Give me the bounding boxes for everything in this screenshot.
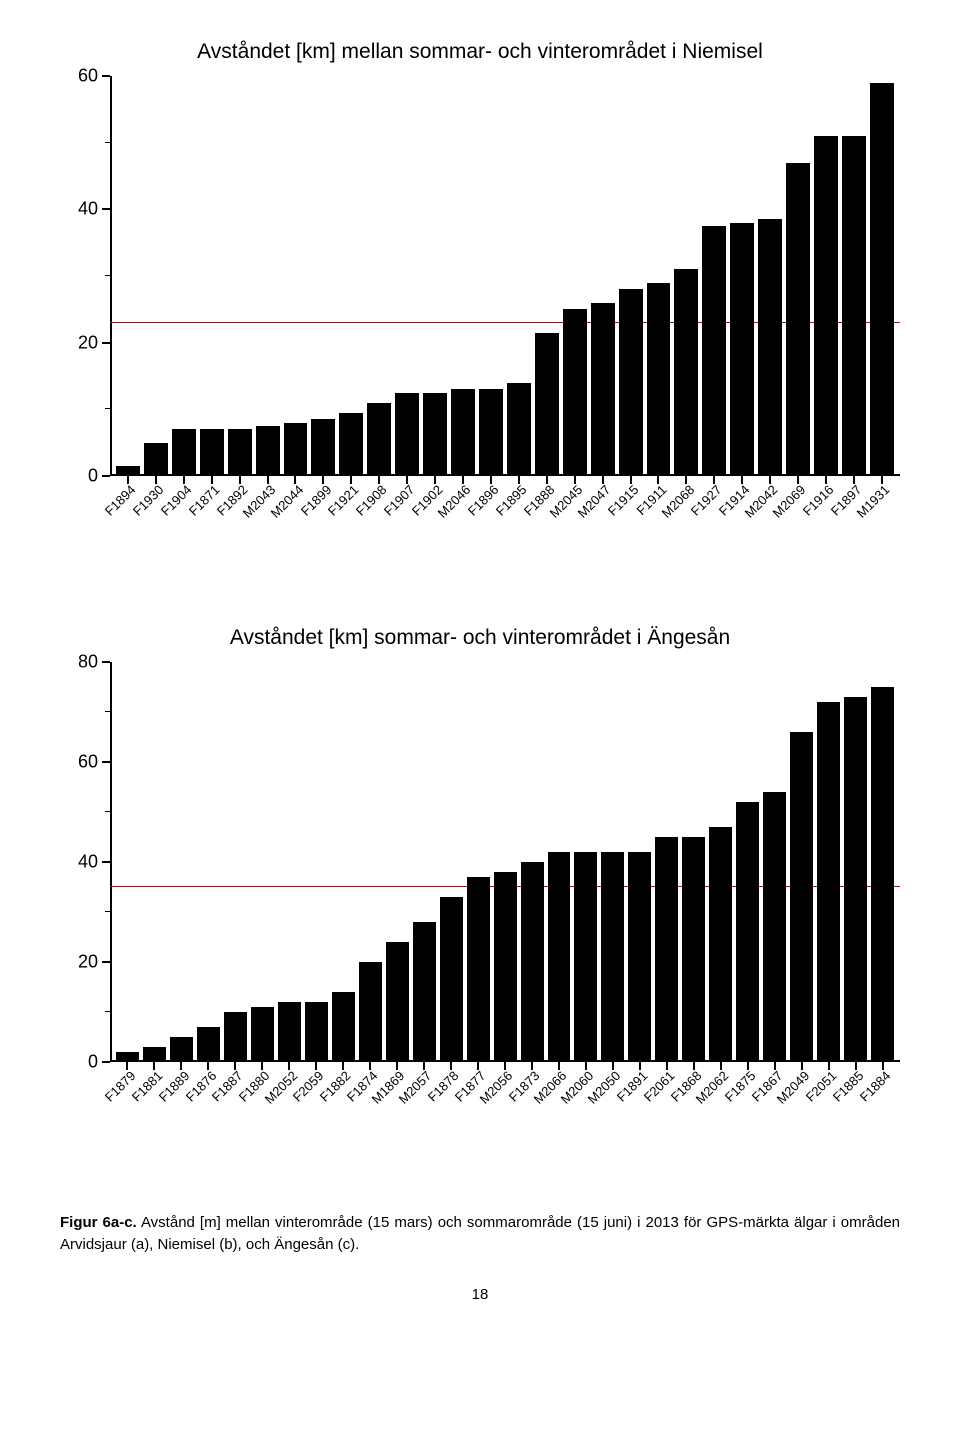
bar	[574, 852, 597, 1062]
bar	[619, 289, 643, 476]
bars-container	[110, 76, 900, 476]
bar	[228, 429, 252, 476]
bar	[628, 852, 651, 1062]
bar	[507, 383, 531, 476]
y-tick-label: 60	[78, 752, 110, 773]
bar	[844, 697, 867, 1062]
bar	[170, 1037, 193, 1062]
bar	[116, 1052, 139, 1062]
bar	[440, 897, 463, 1062]
y-tick-label: 0	[88, 1052, 110, 1073]
y-tick-label: 60	[78, 66, 110, 87]
bar	[871, 687, 894, 1062]
bar	[790, 732, 813, 1062]
bar	[359, 962, 382, 1062]
bar	[736, 802, 759, 1062]
y-tick-label: 20	[78, 952, 110, 973]
bar	[601, 852, 624, 1062]
x-labels: F1894F1930F1904F1871F1892M2043M2044F1899…	[110, 476, 900, 546]
bar	[655, 837, 678, 1062]
bar	[479, 389, 503, 476]
x-tick-label: F1879	[101, 1068, 138, 1105]
bar	[256, 426, 280, 476]
x-tick-label: F1894	[102, 482, 139, 519]
x-label-slot: F1884	[871, 1062, 894, 1132]
bar	[423, 393, 447, 476]
bar	[682, 837, 705, 1062]
bar	[284, 423, 308, 476]
bar	[278, 1002, 301, 1062]
bar	[144, 443, 168, 476]
y-tick-label: 40	[78, 199, 110, 220]
bar	[591, 303, 615, 476]
bar	[451, 389, 475, 476]
figure-caption: Figur 6a-c. Avstånd [m] mellan vinteromr…	[60, 1212, 900, 1256]
bar	[339, 413, 363, 476]
bar	[332, 992, 355, 1062]
page-number: 18	[60, 1286, 900, 1303]
bar	[842, 136, 866, 476]
chart-block: Avståndet [km] sommar- och vinterområdet…	[60, 626, 900, 1132]
bar	[143, 1047, 166, 1062]
chart-title: Avståndet [km] mellan sommar- och vinter…	[60, 40, 900, 64]
bar	[224, 1012, 247, 1062]
bar	[535, 333, 559, 476]
caption-label: Figur 6a-c.	[60, 1214, 137, 1231]
bar	[367, 403, 391, 476]
bar	[548, 852, 571, 1062]
caption-text: Avstånd [m] mellan vinterområde (15 mars…	[60, 1214, 900, 1253]
bar	[709, 827, 732, 1062]
y-tick-label: 0	[88, 466, 110, 487]
plot-area: 020406080	[110, 662, 900, 1062]
bar	[311, 419, 335, 476]
x-label-slot: M1931	[870, 476, 894, 546]
bar	[494, 872, 517, 1062]
bar	[197, 1027, 220, 1062]
bar	[172, 429, 196, 476]
x-labels: F1879F1881F1889F1876F1887F1880M2052F2059…	[110, 1062, 900, 1132]
chart-block: Avståndet [km] mellan sommar- och vinter…	[60, 40, 900, 546]
bar	[467, 877, 490, 1062]
bar	[305, 1002, 328, 1062]
bar	[702, 226, 726, 476]
bar	[674, 269, 698, 476]
bar	[251, 1007, 274, 1062]
chart-title: Avståndet [km] sommar- och vinterområdet…	[60, 626, 900, 650]
bar	[870, 83, 894, 476]
plot-area: 0204060	[110, 76, 900, 476]
y-tick-label: 20	[78, 332, 110, 353]
bar	[730, 223, 754, 476]
bar	[413, 922, 436, 1062]
y-tick-label: 80	[78, 652, 110, 673]
bar	[814, 136, 838, 476]
bar	[116, 466, 140, 476]
y-tick-label: 40	[78, 852, 110, 873]
bar	[817, 702, 840, 1062]
bars-container	[110, 662, 900, 1062]
bar	[563, 309, 587, 476]
bar	[763, 792, 786, 1062]
bar	[786, 163, 810, 476]
bar	[758, 219, 782, 476]
bar	[386, 942, 409, 1062]
bar	[200, 429, 224, 476]
bar	[647, 283, 671, 476]
bar	[521, 862, 544, 1062]
bar	[395, 393, 419, 476]
